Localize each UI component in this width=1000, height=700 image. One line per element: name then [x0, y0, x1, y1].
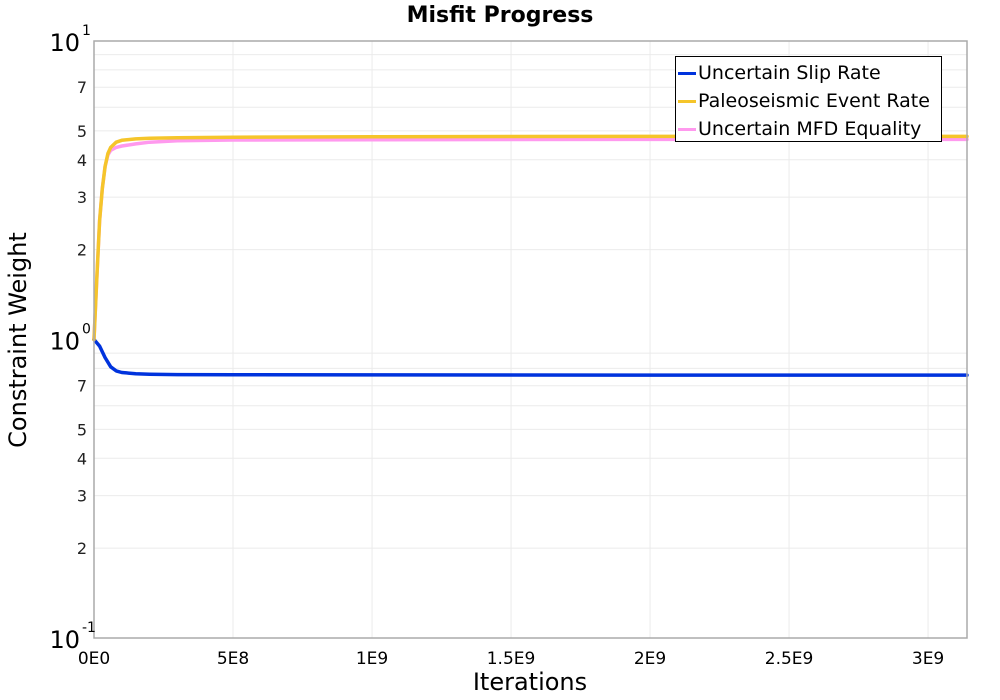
y-major-tick-label: 10 — [49, 328, 80, 356]
y-minor-tick-label: 5 — [77, 420, 87, 439]
legend-swatch-icon — [678, 71, 696, 75]
series-line — [92, 337, 969, 377]
y-minor-tick-label: 2 — [77, 241, 87, 260]
y-minor-tick-label: 2 — [77, 539, 87, 558]
legend: Uncertain Slip Rate Paleoseismic Event R… — [675, 56, 942, 142]
y-minor-tick-label: 3 — [77, 487, 87, 506]
x-tick-label: 1.5E9 — [487, 649, 536, 669]
plot-frame — [93, 40, 968, 639]
x-tick-label: 5E8 — [217, 649, 249, 669]
legend-item-mfd-equality: Uncertain MFD Equality — [678, 115, 941, 143]
y-minor-tick-label: 7 — [77, 377, 87, 396]
x-tick-label: 2.5E9 — [765, 649, 814, 669]
x-axis-label: Iterations — [472, 668, 588, 696]
y-minor-tick-label: 5 — [77, 122, 87, 141]
y-major-tick-label: 10 — [49, 626, 80, 654]
legend-swatch-icon — [678, 127, 696, 131]
x-tick-label: 3E9 — [912, 649, 944, 669]
legend-item-paleo-rate: Paleoseismic Event Rate — [678, 87, 941, 115]
series-lines — [92, 134, 969, 377]
legend-label: Uncertain MFD Equality — [698, 118, 922, 140]
x-tick-label: 2E9 — [634, 649, 666, 669]
series-line — [92, 137, 969, 342]
y-minor-tick-label: 4 — [77, 151, 87, 170]
chart-title: Misfit Progress — [406, 3, 594, 28]
y-major-tick-exponent: 0 — [82, 322, 91, 338]
x-axis-ticks: 0E0 5E8 1E9 1.5E9 2E9 2.5E9 3E9 — [78, 649, 944, 669]
x-tick-label: 0E0 — [78, 649, 110, 669]
y-major-tick-exponent: 1 — [82, 23, 91, 39]
series-line — [92, 134, 969, 342]
legend-label: Paleoseismic Event Rate — [698, 90, 930, 112]
y-major-tick-exponent: -1 — [82, 620, 96, 636]
gridlines — [94, 41, 967, 638]
y-minor-tick-label: 7 — [77, 78, 87, 97]
legend-swatch-icon — [678, 99, 696, 103]
x-tick-label: 1E9 — [356, 649, 388, 669]
legend-label: Uncertain Slip Rate — [698, 62, 881, 84]
y-minor-tick-label: 4 — [77, 449, 87, 468]
legend-item-slip-rate: Uncertain Slip Rate — [678, 59, 941, 87]
y-major-tick-label: 10 — [49, 29, 80, 57]
y-minor-tick-label: 3 — [77, 188, 87, 207]
